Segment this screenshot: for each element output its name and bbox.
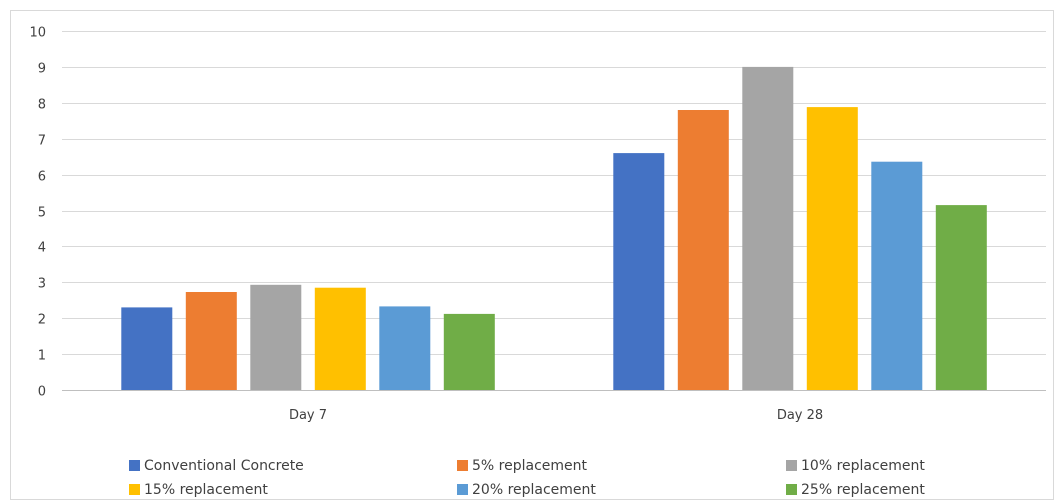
bar-15-replacement-day-7 — [314, 287, 366, 390]
bar-10-replacement-day-7 — [250, 284, 302, 390]
bar-5-replacement-day-28 — [677, 110, 729, 390]
y-axis-ticks: 0 1 2 3 4 5 6 7 8 9 10 — [29, 26, 46, 400]
bar-25-replacement-day-28 — [935, 205, 987, 390]
bars — [121, 66, 987, 391]
bar-20-replacement-day-7 — [379, 306, 431, 390]
legend-entry-label: 25% replacement — [801, 482, 925, 498]
bar-10-replacement-day-28 — [742, 66, 794, 391]
legend-swatch — [457, 484, 468, 495]
y-tick-label: 4 — [38, 241, 46, 256]
y-tick-label: 7 — [38, 134, 46, 149]
legend-swatch — [786, 460, 797, 471]
y-tick-label: 10 — [29, 26, 46, 41]
legend-swatch — [457, 460, 468, 471]
x-category-label: Day 7 — [289, 408, 327, 423]
legend-swatch — [786, 484, 797, 495]
bar-20-replacement-day-28 — [871, 161, 923, 390]
y-tick-label: 3 — [38, 277, 46, 292]
y-tick-label: 8 — [38, 98, 46, 113]
bar-conventional-concrete-day-7 — [121, 307, 173, 390]
y-tick-label: 5 — [38, 206, 46, 221]
bar-5-replacement-day-7 — [185, 292, 237, 390]
x-axis-categories: Day 7 Day 28 — [289, 408, 823, 423]
legend-entry-label: 5% replacement — [472, 458, 588, 474]
legend-swatch — [129, 484, 140, 495]
bar-25-replacement-day-7 — [443, 313, 495, 390]
bar-conventional-concrete-day-28 — [613, 153, 665, 390]
y-tick-label: 0 — [38, 385, 46, 400]
legend-entry-label: Conventional Concrete — [144, 458, 304, 474]
y-tick-label: 6 — [38, 170, 46, 185]
legend-entry-label: 10% replacement — [801, 458, 925, 474]
y-tick-label: 9 — [38, 62, 46, 77]
y-tick-label: 2 — [38, 313, 46, 328]
legend-entry-label: 15% replacement — [144, 482, 268, 498]
legend-swatch — [129, 460, 140, 471]
legend-entry-label: 20% replacement — [472, 482, 596, 498]
legend: Conventional Concrete 5% replacement 10% r… — [129, 458, 925, 498]
x-category-label: Day 28 — [777, 408, 823, 423]
bar-15-replacement-day-28 — [806, 107, 858, 390]
y-tick-label: 1 — [38, 349, 46, 364]
